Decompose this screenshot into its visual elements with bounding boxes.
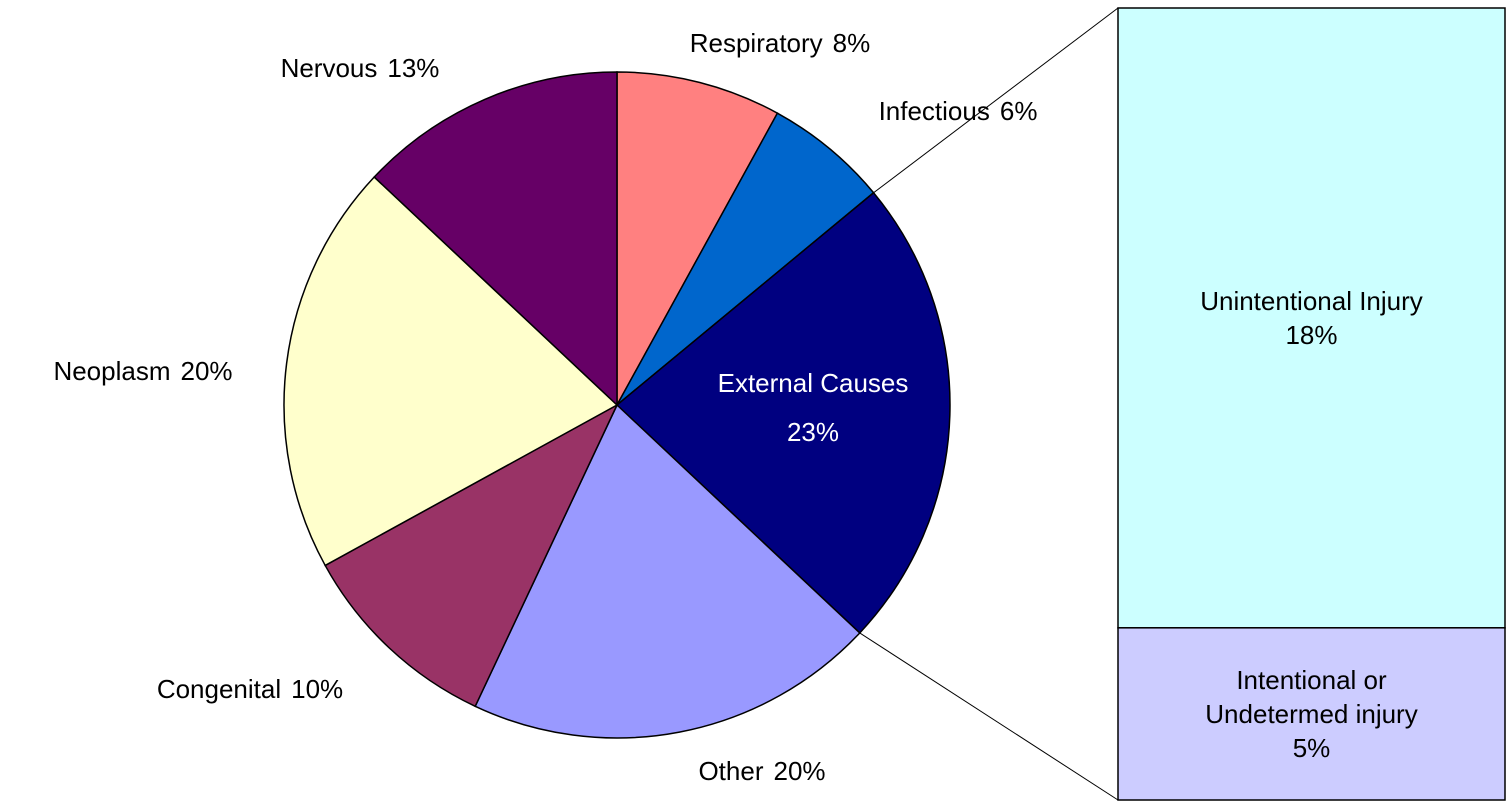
pie-slice	[615, 191, 951, 635]
connector-line	[873, 7, 1119, 194]
slice-name: Respiratory	[690, 28, 823, 58]
slice-value-label: 23%	[787, 417, 839, 447]
pie-slice	[324, 403, 619, 708]
slice-value-label: 8%	[833, 28, 871, 58]
bar-name: Intentional or Undetermed injury	[1205, 664, 1418, 729]
slice-label: Infectious 6%	[879, 96, 1038, 126]
slice-value-label: 13%	[387, 53, 439, 83]
slice-label: Other 20%	[698, 756, 825, 786]
slice-value-label: 10%	[291, 674, 343, 704]
pie-slice	[283, 175, 619, 567]
slice-name: Neoplasm	[53, 356, 170, 386]
slice-label: Respiratory 8%	[690, 28, 871, 58]
pie-slice	[616, 71, 779, 406]
slice-value-label: 20%	[773, 756, 825, 786]
bar-name: Unintentional Injury	[1200, 285, 1423, 316]
slice-name: Nervous	[281, 53, 378, 83]
slice-label: Congenital 10%	[157, 674, 343, 704]
slice-name: Infectious	[879, 96, 990, 126]
slice-value-label: 6%	[1000, 96, 1038, 126]
slice-label: Nervous 13%	[281, 53, 440, 83]
slice-value-label: 20%	[181, 356, 233, 386]
slice-name: Other	[698, 756, 763, 786]
bar-value-label: 18%	[1285, 319, 1338, 350]
bar-value-label: 5%	[1292, 732, 1331, 763]
slice-name: Congenital	[157, 674, 281, 704]
bar-label: Unintentional Injury 18%	[1118, 284, 1505, 352]
pie-slice	[616, 112, 875, 406]
bar-segment	[1117, 627, 1506, 801]
pie-slice	[474, 403, 861, 739]
bar-segment	[1117, 7, 1506, 629]
connector-line	[859, 632, 1119, 801]
slice-label: External Causes	[718, 368, 909, 398]
slice-label: Neoplasm 20%	[53, 356, 232, 386]
pie-slice	[373, 71, 618, 407]
bar-label: Intentional or Undetermed injury 5%	[1118, 663, 1505, 765]
